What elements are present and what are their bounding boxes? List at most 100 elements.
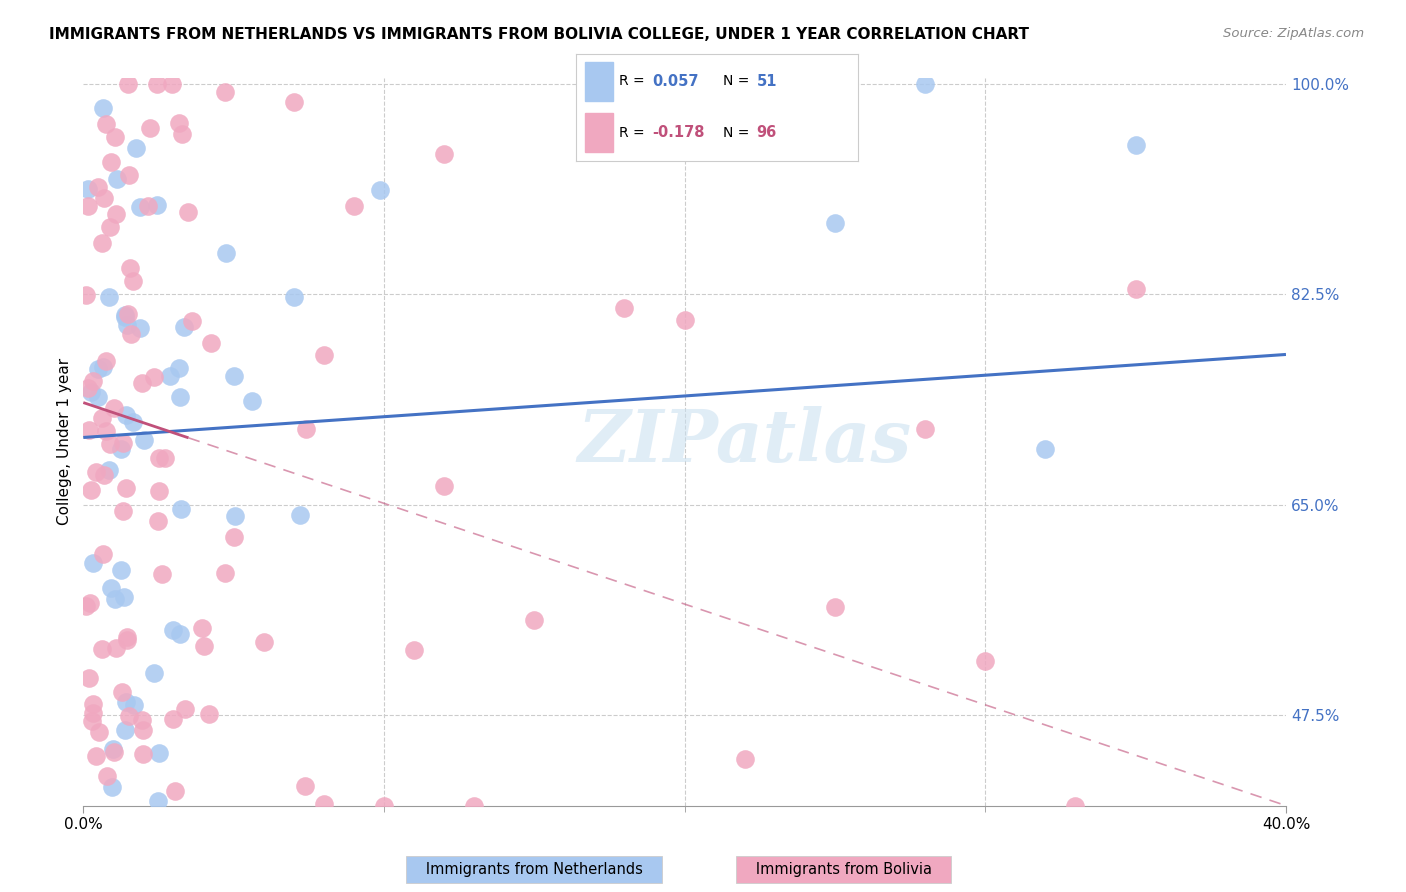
Point (974, 654, 997, 668)
Point (283, 95, 305, 109)
Bar (585, 113, 613, 152)
Point (100, 582, 122, 596)
Point (101, 742, 124, 756)
Point (224, 509, 246, 524)
Point (222, 530, 245, 544)
Point (115, 630, 138, 644)
Point (105, 641, 128, 656)
Point (104, 130, 127, 145)
Point (97, 463, 120, 477)
Text: N =: N = (723, 74, 754, 88)
Point (79, 384, 101, 399)
Point (295, 422, 318, 436)
Point (173, 702, 195, 716)
Point (312, 348, 335, 362)
Point (148, 794, 170, 808)
Point (118, 709, 141, 723)
Point (77, 182, 100, 196)
Point (75, 599, 97, 614)
Point (112, 504, 135, 518)
Point (1125, 282, 1147, 296)
Point (136, 199, 159, 213)
Point (118, 169, 141, 183)
Text: Source: ZipAtlas.com: Source: ZipAtlas.com (1223, 27, 1364, 40)
Point (100, 219, 122, 234)
Point (91, 547, 114, 561)
Point (82, 698, 104, 712)
Point (143, 666, 166, 681)
Point (132, 723, 155, 737)
Point (143, 369, 166, 384)
Text: IMMIGRANTS FROM NETHERLANDS VS IMMIGRANTS FROM BOLIVIA COLLEGE, UNDER 1 YEAR COR: IMMIGRANTS FROM NETHERLANDS VS IMMIGRANT… (49, 27, 1029, 42)
Point (148, 514, 170, 528)
Text: R =: R = (619, 74, 648, 88)
Text: 0.057: 0.057 (652, 74, 699, 89)
Point (80, 483, 103, 497)
Point (176, 204, 198, 219)
Point (169, 627, 191, 641)
Point (433, 479, 456, 493)
Point (343, 199, 366, 213)
Point (105, 171, 128, 186)
Point (824, 599, 846, 614)
Point (170, 502, 193, 516)
Point (163, 784, 186, 798)
Point (129, 200, 152, 214)
Point (824, 216, 846, 230)
Point (91, 101, 114, 115)
Point (214, 566, 236, 581)
Point (120, 326, 142, 341)
Y-axis label: College, Under 1 year: College, Under 1 year (58, 358, 72, 525)
Point (169, 390, 191, 404)
Point (172, 127, 194, 141)
Point (114, 308, 136, 322)
Point (124, 698, 146, 713)
Point (368, 183, 391, 197)
Point (93, 467, 115, 482)
Point (167, 361, 190, 376)
Point (117, 307, 139, 321)
Point (94, 354, 117, 368)
Point (111, 436, 134, 450)
Point (114, 695, 136, 709)
Point (155, 451, 177, 466)
Point (122, 275, 145, 289)
Point (914, 77, 936, 91)
Point (523, 613, 546, 627)
Point (96, 769, 118, 783)
Point (87, 362, 110, 376)
Point (124, 141, 146, 155)
Point (131, 713, 153, 727)
Text: ZIPatlas: ZIPatlas (578, 406, 912, 477)
Point (148, 483, 170, 498)
Text: R =: R = (619, 126, 648, 140)
Point (1064, 798, 1087, 813)
Point (200, 336, 222, 351)
Point (914, 421, 936, 435)
Bar (585, 62, 613, 101)
Point (214, 85, 236, 99)
Point (146, 198, 169, 212)
Point (114, 310, 136, 325)
Point (139, 121, 162, 136)
Point (75, 287, 97, 301)
Point (240, 394, 263, 409)
Point (145, 77, 167, 91)
Text: N =: N = (723, 126, 754, 140)
Text: Immigrants from Netherlands: Immigrants from Netherlands (412, 863, 657, 877)
Point (91, 642, 114, 657)
Point (373, 798, 395, 813)
Point (613, 301, 636, 316)
Point (79, 671, 101, 685)
Point (98, 289, 121, 303)
Point (110, 563, 132, 577)
Point (91, 235, 114, 250)
Point (114, 723, 136, 737)
Point (673, 313, 696, 327)
Point (148, 451, 170, 466)
Point (115, 632, 138, 647)
Point (103, 401, 125, 416)
Point (117, 77, 139, 91)
Point (222, 368, 245, 383)
Point (77, 424, 100, 438)
